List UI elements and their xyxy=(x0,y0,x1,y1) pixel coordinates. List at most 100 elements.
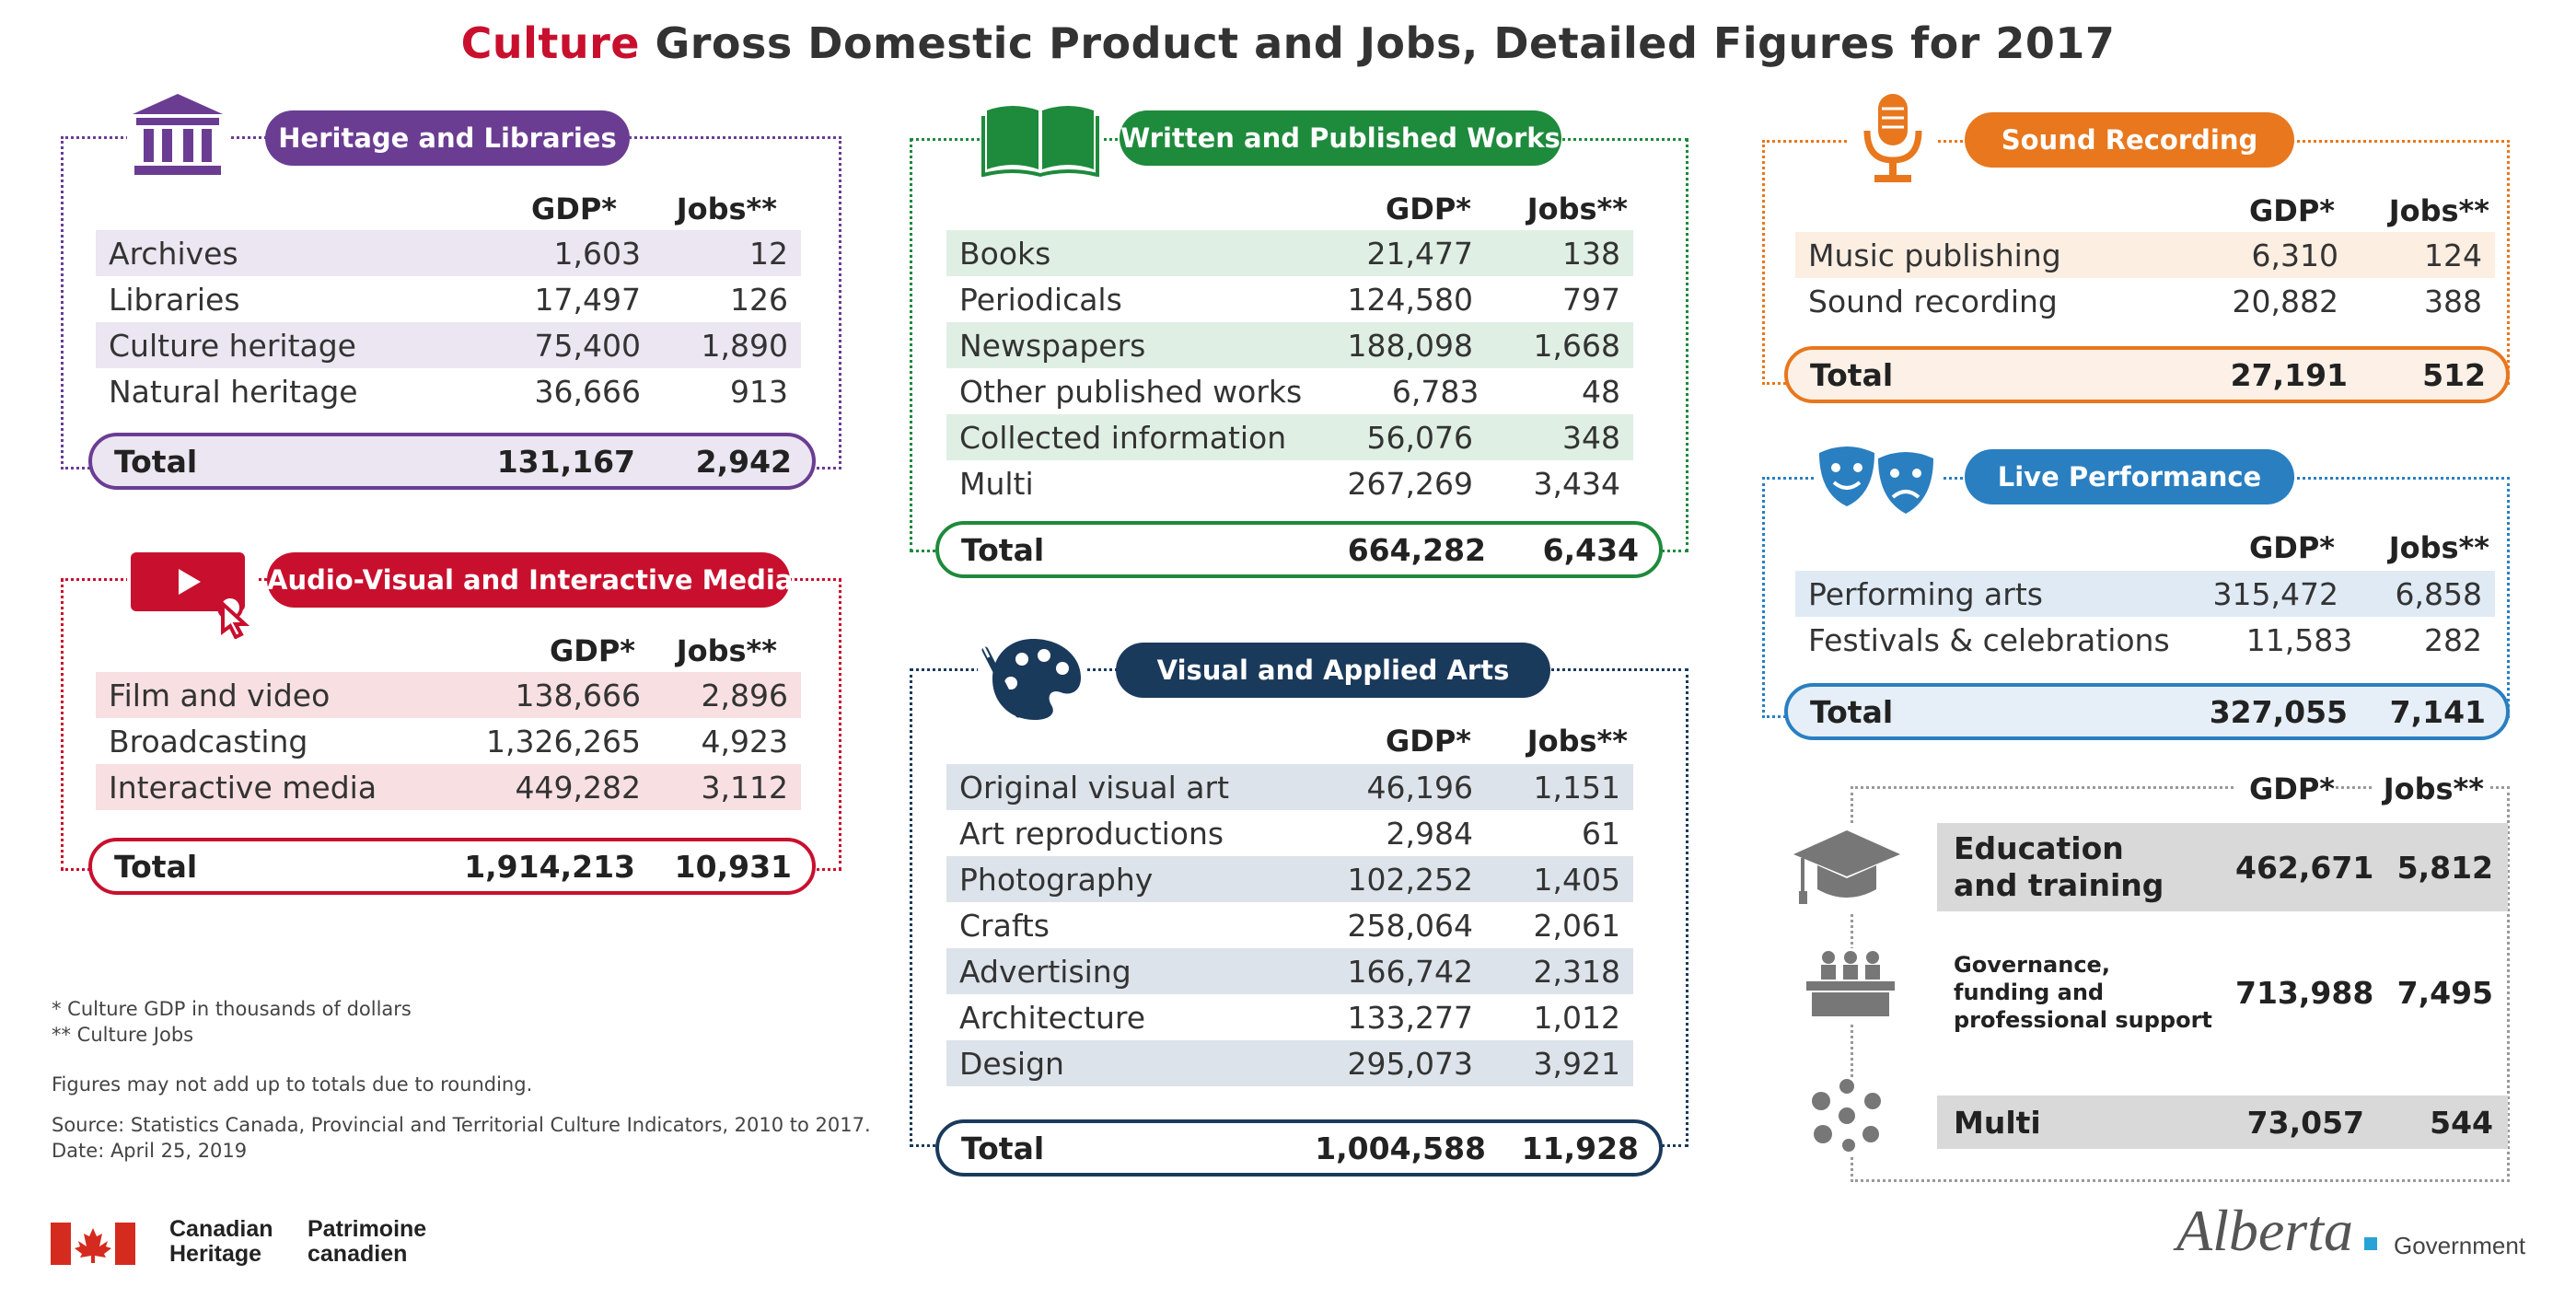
governance-gdp: 713,988 xyxy=(2235,974,2374,1011)
note-jobs: ** Culture Jobs xyxy=(52,1024,194,1046)
visual-row-gdp: 295,073 xyxy=(1347,1045,1473,1082)
heritage-row-gdp: 17,497 xyxy=(534,281,641,318)
visual-row-4: Crafts 258,064 2,061 xyxy=(946,902,1633,948)
heritage-total: Total 131,167 2,942 xyxy=(88,433,816,490)
written-total-jobs: 6,434 xyxy=(1542,531,1639,568)
visual-row-gdp: 133,277 xyxy=(1347,999,1473,1036)
av-row-2: Broadcasting 1,326,265 4,923 xyxy=(96,718,801,764)
visual-row-6: Architecture 133,277 1,012 xyxy=(946,994,1633,1040)
written-row-label: Books xyxy=(959,235,1051,272)
av-row-jobs: 3,112 xyxy=(701,769,788,806)
live-row-1: Performing arts 315,472 6,858 xyxy=(1795,571,2495,617)
live-total-gdp: 327,055 xyxy=(2209,693,2348,730)
other-row-governance: Governance, funding and professional suppo… xyxy=(1937,939,2508,1046)
heritage-title-pill: Heritage and Libraries xyxy=(265,110,630,166)
canadian-heritage-logo: Canadian Heritage xyxy=(169,1217,273,1267)
visual-row-gdp: 2,984 xyxy=(1386,815,1473,852)
visual-row-1: Original visual art 46,196 1,151 xyxy=(946,764,1633,810)
other-row-multi: Multi 73,057 544 xyxy=(1937,1096,2508,1149)
written-row-gdp: 124,580 xyxy=(1347,281,1473,318)
visual-rows: Original visual art 46,196 1,151 Art reprod… xyxy=(946,764,1633,1086)
open-book-icon xyxy=(980,101,1101,178)
ch-fr-1: Patrimoine xyxy=(307,1216,427,1242)
av-row-label: Interactive media xyxy=(109,769,377,806)
sound-row-2: Sound recording 20,882 388 xyxy=(1795,278,2495,324)
note-source: Source: Statistics Canada, Provincial an… xyxy=(52,1114,871,1136)
alberta-logo: Alberta xyxy=(2176,1198,2353,1263)
visual-total: Total 1,004,588 11,928 xyxy=(935,1119,1663,1177)
theatre-masks-icon xyxy=(1814,440,1943,521)
sound-row-jobs: 388 xyxy=(2424,283,2482,319)
written-row-gdp: 267,269 xyxy=(1347,465,1473,502)
written-row-1: Books 21,477 138 xyxy=(946,230,1633,276)
written-row-jobs: 348 xyxy=(1562,419,1620,456)
palette-icon xyxy=(978,632,1086,724)
written-total-gdp: 664,282 xyxy=(1347,531,1486,568)
meeting-table-icon xyxy=(1803,948,1898,1022)
visual-row-gdp: 166,742 xyxy=(1347,953,1473,990)
heritage-row-label: Libraries xyxy=(109,281,240,318)
title-rest: Gross Domestic Product and Jobs, Detaile… xyxy=(655,18,2116,68)
heritage-row-1: Archives 1,603 12 xyxy=(96,230,801,276)
av-row-jobs: 4,923 xyxy=(701,723,788,759)
written-row-gdp: 188,098 xyxy=(1347,327,1473,364)
visual-row-5: Advertising 166,742 2,318 xyxy=(946,948,1633,994)
other-row-education: Education and training 462,671 5,812 xyxy=(1937,823,2508,911)
ch-fr-2: canadien xyxy=(307,1241,408,1267)
live-rows: Performing arts 315,472 6,858 Festivals & c… xyxy=(1795,571,2495,663)
av-row-label: Broadcasting xyxy=(109,723,308,759)
heritage-total-gdp: 131,167 xyxy=(496,443,635,480)
sound-total: Total 27,191 512 xyxy=(1784,346,2510,403)
written-row-jobs: 797 xyxy=(1562,281,1620,318)
live-row-gdp: 11,583 xyxy=(2245,621,2353,658)
page-title: Culture Gross Domestic Product and Jobs,… xyxy=(0,18,2576,68)
written-jobs-header: Jobs** xyxy=(1526,191,1628,226)
live-jobs-header: Jobs** xyxy=(2388,530,2489,565)
written-title-pill: Written and Published Works xyxy=(1120,110,1561,166)
note-gdp: * Culture GDP in thousands of dollars xyxy=(52,998,412,1020)
heritage-row-label: Archives xyxy=(109,235,238,272)
av-gdp-header: GDP* xyxy=(549,633,635,668)
education-gdp: 462,671 xyxy=(2235,849,2374,886)
written-total: Total 664,282 6,434 xyxy=(935,521,1663,578)
av-total: Total 1,914,213 10,931 xyxy=(88,838,816,895)
sound-row-jobs: 124 xyxy=(2424,237,2482,273)
visual-total-label: Total xyxy=(961,1130,1045,1166)
av-row-gdp: 449,282 xyxy=(515,769,641,806)
sound-total-jobs: 512 xyxy=(2422,356,2486,393)
sound-row-1: Music publishing 6,310 124 xyxy=(1795,232,2495,278)
live-row-jobs: 282 xyxy=(2424,621,2482,658)
av-row-jobs: 2,896 xyxy=(701,677,788,713)
visual-row-gdp: 102,252 xyxy=(1347,861,1473,898)
visual-row-3: Photography 102,252 1,405 xyxy=(946,856,1633,902)
heritage-row-gdp: 36,666 xyxy=(534,373,641,410)
visual-title-pill: Visual and Applied Arts xyxy=(1116,643,1550,698)
av-title-pill: Audio-Visual and Interactive Media xyxy=(267,552,793,608)
heritage-row-gdp: 75,400 xyxy=(534,327,641,364)
sound-total-label: Total xyxy=(1810,356,1894,393)
written-row-5: Collected information 56,076 348 xyxy=(946,414,1633,460)
heritage-total-label: Total xyxy=(114,443,198,480)
footnotes: * Culture GDP in thousands of dollars **… xyxy=(52,996,871,1164)
av-row-3: Interactive media 449,282 3,112 xyxy=(96,764,801,810)
education-jobs: 5,812 xyxy=(2396,849,2493,886)
multi-jobs: 544 xyxy=(2430,1104,2493,1141)
governance-label-2: funding and xyxy=(1954,980,2105,1005)
multi-gdp: 73,057 xyxy=(2246,1104,2364,1141)
ch-en-2: Heritage xyxy=(169,1241,262,1267)
visual-row-label: Design xyxy=(959,1045,1064,1082)
sound-gdp-header: GDP* xyxy=(2248,193,2335,228)
heritage-row-label: Culture heritage xyxy=(109,327,356,364)
written-row-jobs: 3,434 xyxy=(1533,465,1620,502)
sound-row-gdp: 20,882 xyxy=(2232,283,2338,319)
education-label-2: and training xyxy=(1954,867,2164,903)
video-play-icon xyxy=(127,549,256,640)
governance-label-3: professional support xyxy=(1954,1007,2212,1033)
av-row-1: Film and video 138,666 2,896 xyxy=(96,672,801,718)
av-row-gdp: 1,326,265 xyxy=(486,723,641,759)
heritage-row-2: Libraries 17,497 126 xyxy=(96,276,801,322)
sound-title-pill: Sound Recording xyxy=(1965,112,2294,168)
visual-row-label: Art reproductions xyxy=(959,815,1224,852)
visual-gdp-header: GDP* xyxy=(1385,724,1471,759)
patrimoine-canadien-logo: Patrimoine canadien xyxy=(307,1217,426,1267)
